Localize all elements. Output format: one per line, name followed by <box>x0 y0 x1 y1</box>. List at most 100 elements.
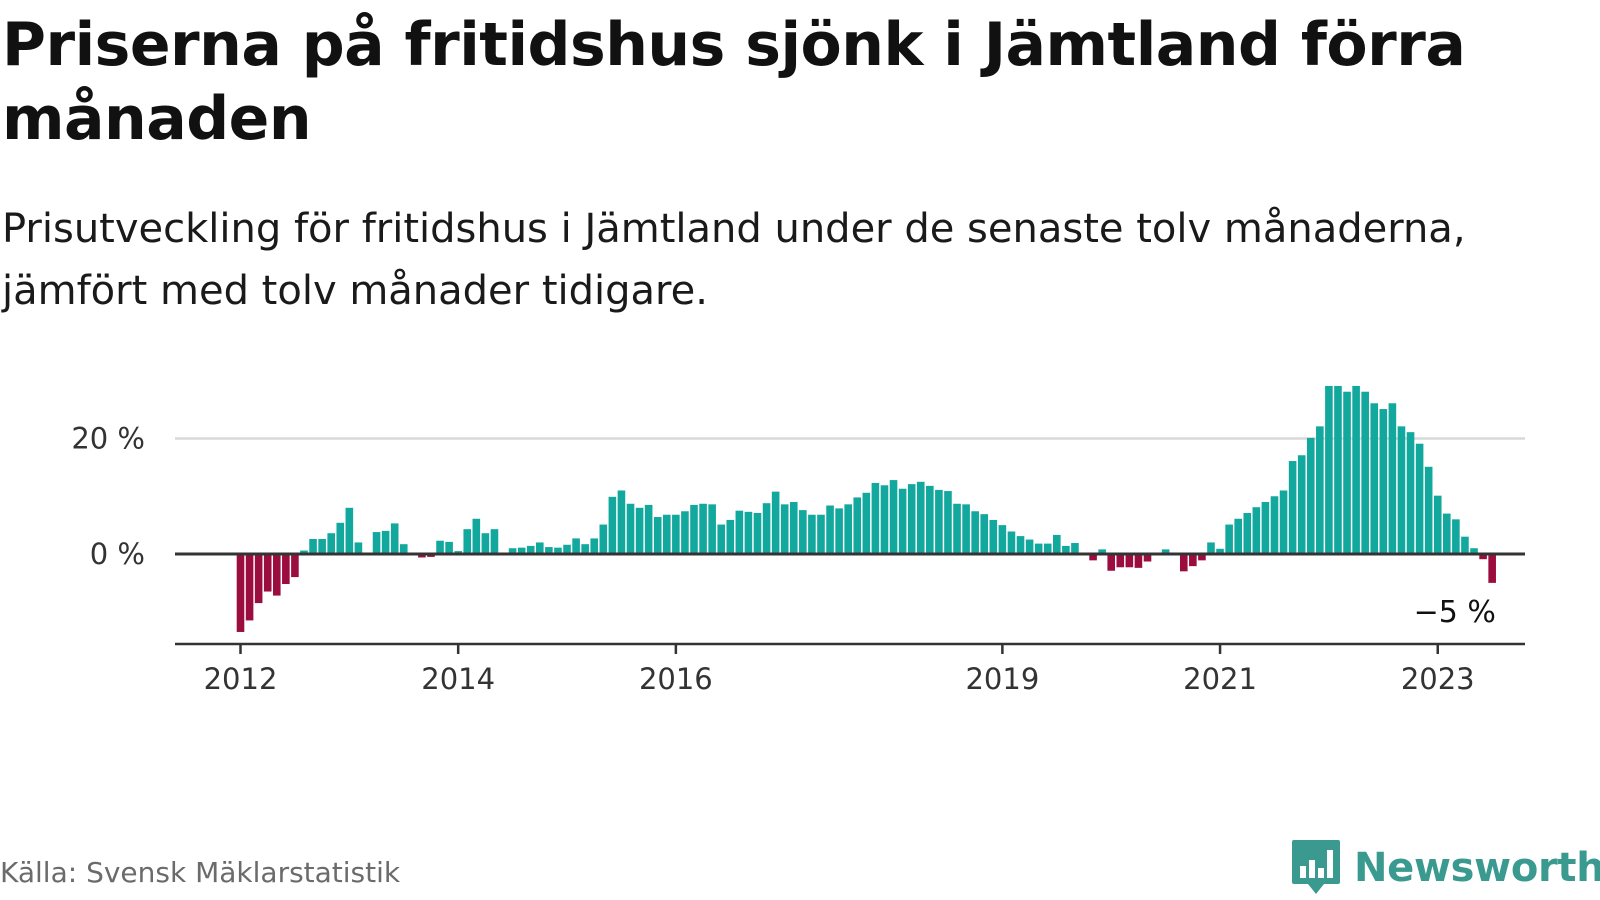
bar <box>717 525 725 554</box>
bar <box>1370 403 1378 554</box>
bar <box>935 490 943 554</box>
bar <box>863 493 871 554</box>
bar <box>1289 461 1297 554</box>
bar <box>627 504 635 554</box>
brand-logo[interactable]: Newsworthy <box>1290 838 1600 898</box>
bar <box>318 539 326 554</box>
bar <box>246 554 254 620</box>
bar <box>953 504 961 554</box>
bar <box>754 513 762 554</box>
bar <box>382 531 390 554</box>
bar <box>736 511 744 554</box>
bar <box>817 515 825 554</box>
bar <box>1044 544 1052 554</box>
source-note: Källa: Svensk Mäklarstatistik <box>0 856 400 889</box>
bar <box>391 523 399 554</box>
bar <box>600 525 608 554</box>
bar <box>1180 554 1188 571</box>
bar <box>654 517 662 554</box>
bar <box>1361 392 1369 554</box>
bar <box>355 542 363 554</box>
bar <box>990 520 998 554</box>
bar <box>844 504 852 554</box>
bar <box>645 505 653 554</box>
bar <box>790 502 798 554</box>
bar <box>917 482 925 554</box>
bar <box>908 484 916 554</box>
bar-chart: 0 % 20 % 2012 2014 2016 2019 2021 2023 −5 % <box>0 360 1600 740</box>
y-tick-label: 0 % <box>90 537 145 571</box>
page-title: Priserna på fritidshus sjönk i Jämtland … <box>2 8 1582 156</box>
bar <box>1189 554 1197 566</box>
bar <box>1425 467 1433 554</box>
axes <box>175 554 1525 654</box>
bar <box>681 511 689 554</box>
bars <box>237 386 1496 632</box>
bar <box>1234 519 1242 554</box>
bar <box>1352 386 1360 554</box>
x-tick-label: 2019 <box>965 662 1039 696</box>
bar <box>282 554 290 584</box>
bar <box>799 510 807 554</box>
bar <box>663 515 671 554</box>
bar <box>463 529 471 554</box>
bar <box>1225 525 1233 554</box>
bar <box>1307 438 1315 554</box>
bar <box>618 490 626 554</box>
bar <box>1071 543 1079 554</box>
bar <box>835 508 843 554</box>
bar <box>636 508 644 554</box>
bar <box>763 503 771 554</box>
x-tick-label: 2016 <box>639 662 713 696</box>
bar <box>745 512 753 554</box>
bar <box>264 554 272 592</box>
bar <box>327 533 335 554</box>
bar <box>1116 554 1124 567</box>
bar <box>1389 403 1397 554</box>
bar <box>1126 554 1134 567</box>
bar <box>726 520 734 554</box>
brand-name: Newsworthy <box>1354 845 1600 891</box>
bar <box>1407 432 1415 554</box>
bar <box>237 554 245 632</box>
x-tick-label: 2012 <box>204 662 278 696</box>
bar <box>1316 426 1324 554</box>
x-tick-label: 2023 <box>1401 662 1475 696</box>
bar <box>1107 554 1115 571</box>
bar <box>1008 531 1016 554</box>
bar <box>708 504 716 554</box>
bar <box>1298 455 1306 554</box>
bar <box>291 554 299 577</box>
bar <box>826 505 834 554</box>
bar <box>255 554 263 603</box>
bar <box>346 508 354 554</box>
bar <box>536 542 544 554</box>
bar <box>273 554 281 596</box>
bar <box>373 532 381 554</box>
bar <box>309 539 317 554</box>
bar <box>1207 542 1215 554</box>
bar <box>999 525 1007 554</box>
bar <box>690 505 698 554</box>
bar <box>699 504 707 554</box>
bar <box>971 511 979 554</box>
bar <box>853 497 861 554</box>
bar <box>1416 444 1424 554</box>
bar <box>1334 386 1342 554</box>
bar <box>1035 544 1043 554</box>
newsworthy-chart-bubble-icon <box>1290 838 1342 898</box>
bar <box>1280 490 1288 554</box>
bar <box>590 538 598 554</box>
bar <box>808 515 816 554</box>
bar <box>1325 386 1333 554</box>
bar <box>1452 519 1460 554</box>
bar <box>436 541 444 554</box>
bar <box>1343 392 1351 554</box>
bar <box>1461 537 1469 554</box>
bar <box>445 542 453 554</box>
bar <box>336 523 344 554</box>
bar <box>944 491 952 554</box>
x-tick-label: 2021 <box>1183 662 1257 696</box>
bar <box>609 497 617 554</box>
bar <box>899 489 907 554</box>
